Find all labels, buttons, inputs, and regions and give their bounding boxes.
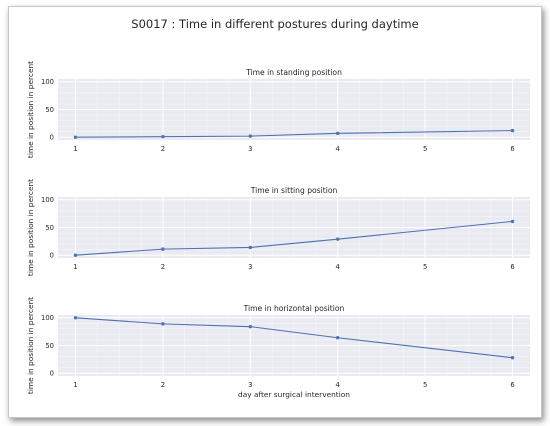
chart-panel-2: 0 50 100 1 2 3 4 5 6 Time in sitting position time…	[26, 179, 530, 276]
y-axis-label: time in position in percent	[26, 179, 35, 276]
data-point	[248, 324, 252, 329]
x-tick-label: 6	[510, 263, 514, 271]
x-tick-label: 4	[336, 381, 340, 389]
x-axis-label: day after surgical intervention	[238, 390, 350, 399]
data-point	[248, 245, 252, 250]
y-tick-label: 100	[41, 196, 54, 204]
x-tick-label: 1	[73, 263, 77, 271]
y-tick-label: 50	[45, 106, 54, 114]
data-point	[73, 316, 78, 320]
data-point	[161, 322, 165, 326]
data-point	[161, 247, 165, 251]
data-point	[336, 336, 340, 340]
y-tick-label: 50	[45, 342, 54, 350]
data-point	[336, 237, 340, 241]
x-tick-label: 1	[73, 145, 77, 153]
x-tick-label: 2	[161, 145, 165, 153]
x-tick-label: 3	[248, 145, 252, 153]
panel-title: Time in standing position	[245, 68, 342, 77]
data-point	[510, 219, 515, 224]
data-point	[161, 134, 165, 139]
x-tick-label: 2	[161, 381, 165, 389]
chart-panel-1: 0 50 100 1 2 3 4 5 6 Time in standing position tim…	[26, 61, 530, 158]
data-point	[510, 128, 515, 133]
data-point	[336, 131, 340, 136]
x-tick-label: 4	[336, 145, 340, 153]
data-point	[73, 135, 78, 139]
x-tick-label: 6	[510, 145, 514, 153]
panel-title: Time in horizontal position	[243, 304, 345, 313]
y-tick-label: 100	[41, 78, 54, 86]
x-tick-label: 5	[423, 145, 427, 153]
data-point	[73, 253, 78, 257]
x-tick-label: 2	[161, 263, 165, 271]
y-axis-label: time in position in percent	[26, 61, 35, 158]
x-tick-label: 3	[248, 263, 252, 271]
x-tick-label: 1	[73, 381, 77, 389]
figure-frame: S0017 : Time in different postures durin…	[8, 6, 542, 418]
x-tick-label: 5	[423, 381, 427, 389]
y-tick-label: 0	[50, 370, 54, 378]
x-tick-label: 6	[510, 381, 514, 389]
y-tick-label: 0	[50, 252, 54, 260]
y-tick-label: 50	[45, 224, 54, 232]
y-tick-label: 0	[50, 134, 54, 142]
panel-title: Time in sitting position	[250, 186, 338, 195]
y-tick-label: 100	[41, 314, 54, 322]
x-tick-label: 3	[248, 381, 252, 389]
figure-title: S0017 : Time in different postures durin…	[131, 17, 419, 31]
y-axis-label: time in position in percent	[26, 297, 35, 394]
x-tick-label: 4	[336, 263, 340, 271]
chart-panel-3: 0 50 100 1 2 3 4 5 6 Time in horizontal position t…	[26, 297, 530, 399]
data-point	[510, 356, 515, 360]
x-tick-label: 5	[423, 263, 427, 271]
data-point	[248, 134, 252, 138]
